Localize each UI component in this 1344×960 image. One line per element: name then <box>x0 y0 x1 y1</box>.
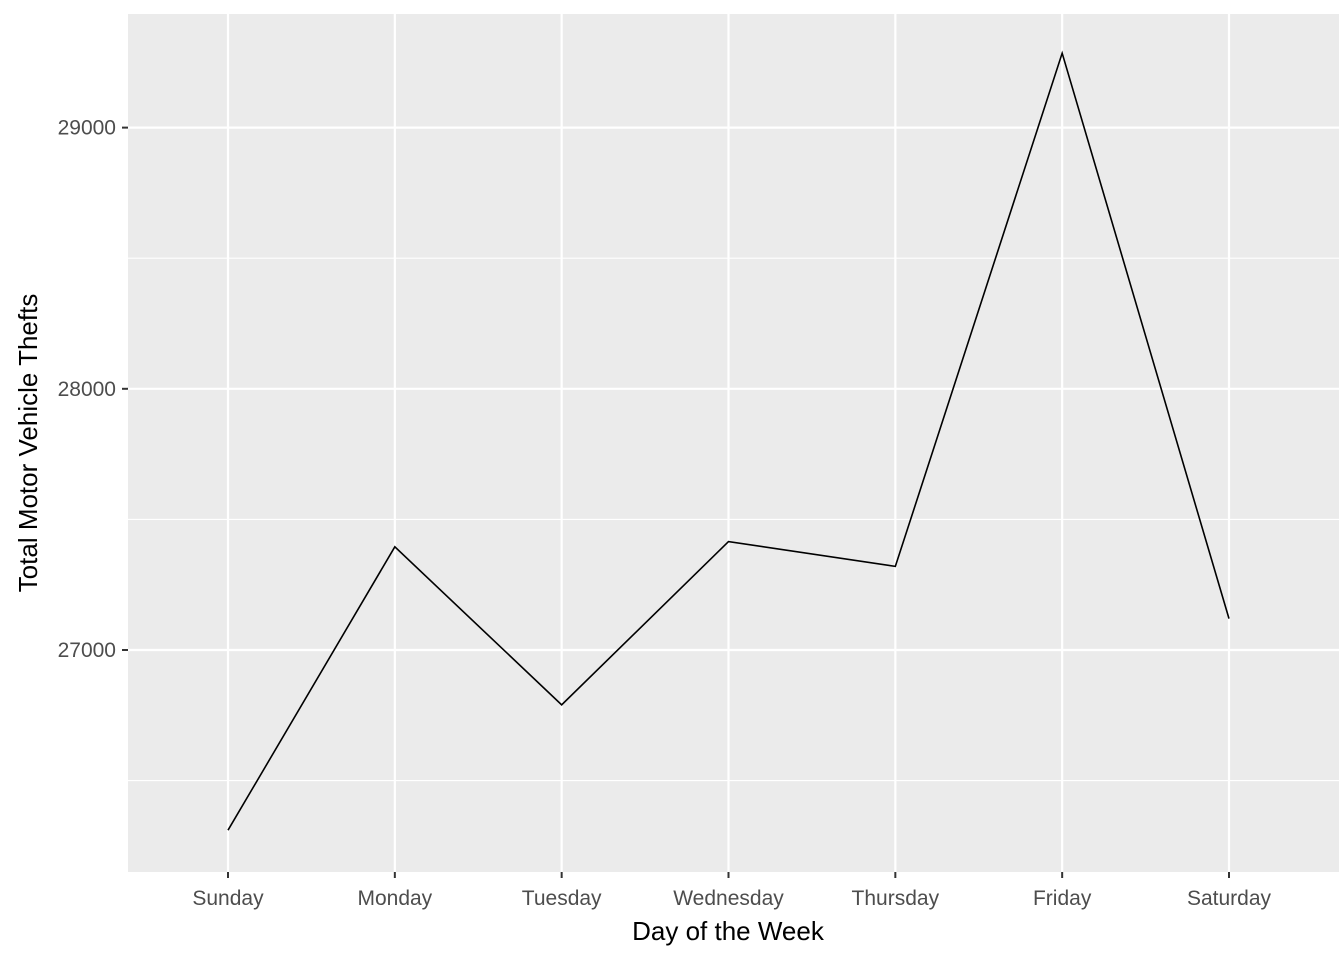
plot-panel <box>128 14 1339 872</box>
y-tick-label: 29000 <box>58 117 116 140</box>
x-tick-label: Wednesday <box>673 887 784 910</box>
y-tick-label: 27000 <box>58 639 116 662</box>
major-gridlines <box>128 14 1339 872</box>
x-tick-label: Tuesday <box>522 887 602 910</box>
x-tick-label: Saturday <box>1187 887 1272 910</box>
y-axis-ticks: 27000 28000 29000 <box>58 117 128 662</box>
x-tick-label: Friday <box>1033 887 1092 910</box>
x-tick-label: Thursday <box>852 887 940 910</box>
series-line <box>227 50 1230 831</box>
series-layer <box>227 50 1230 831</box>
x-tick-label: Monday <box>357 887 432 910</box>
y-tick-label: 28000 <box>58 378 116 401</box>
x-axis-ticks: Sunday Monday Tuesday Wednesday Thursday Frid… <box>192 872 1272 910</box>
x-tick-label: Sunday <box>192 887 264 910</box>
y-axis-title: Total Motor Vehicle Thefts <box>13 294 43 593</box>
minor-gridlines <box>128 257 1339 782</box>
x-axis-title: Day of the Week <box>632 916 825 946</box>
